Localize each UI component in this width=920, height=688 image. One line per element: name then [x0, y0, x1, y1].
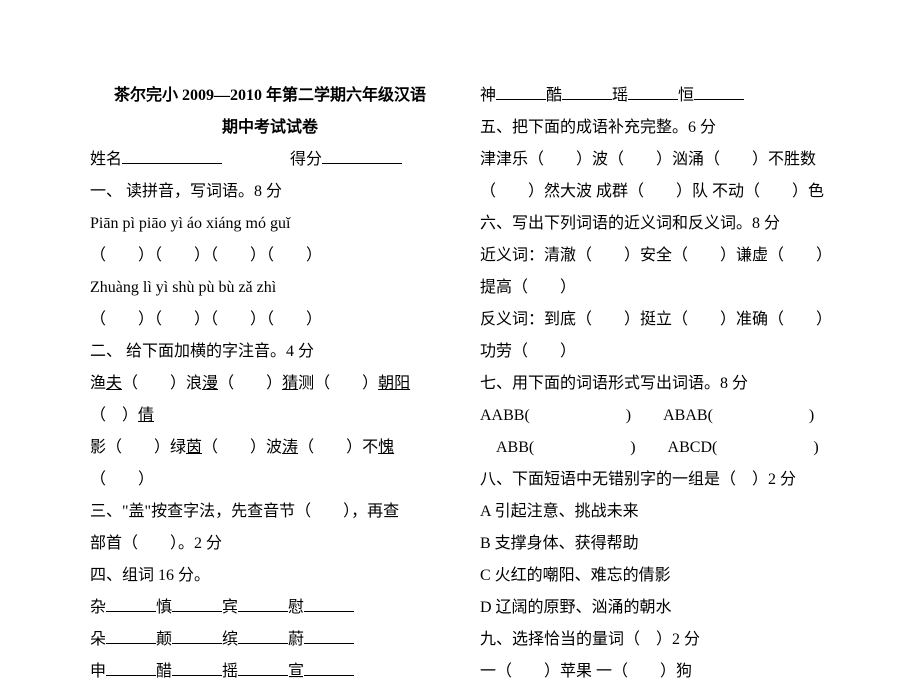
pinyin-row-2: Zhuàng lì yì shù pù bù zǎ zhì — [90, 272, 450, 304]
score-blank[interactable] — [322, 146, 402, 164]
b[interactable] — [238, 594, 288, 612]
b[interactable] — [172, 626, 222, 644]
b[interactable] — [304, 594, 354, 612]
c: 恒 — [678, 87, 694, 104]
u: 夫 — [106, 375, 122, 392]
t: （ ） — [218, 375, 282, 392]
t: 渔 — [90, 375, 106, 392]
q8-opt-c: C 火红的嘲阳、难忘的倩影 — [480, 560, 840, 592]
b[interactable] — [496, 82, 546, 100]
u: 茵 — [186, 439, 202, 456]
q6-line-2: 反义词：到底（ ）挺立（ ）准确（ ）功劳（ ） — [480, 304, 840, 368]
q6-line-1: 近义词：清澈（ ）安全（ ）谦虚（ ）提高（ ） — [480, 240, 840, 304]
b[interactable] — [172, 594, 222, 612]
q4-row-1: 杂慎宾慰 — [90, 592, 450, 624]
t: 测（ ） — [298, 375, 378, 392]
c: 慰 — [288, 599, 304, 616]
q7-line-2: ABB( ) ABCD( ) — [480, 432, 840, 464]
q7-heading: 七、用下面的词语形式写出词语。8 分 — [480, 368, 840, 400]
t: （ ）不 — [298, 439, 378, 456]
b[interactable] — [238, 626, 288, 644]
b[interactable] — [562, 82, 612, 100]
q5-line-1: 津津乐（ ）波（ ）汹涌（ ）不胜数 — [480, 144, 840, 176]
name-score-row: 姓名 得分 — [90, 144, 450, 176]
b[interactable] — [304, 626, 354, 644]
q8-opt-b: B 支撑身体、获得帮助 — [480, 528, 840, 560]
t: （ ） — [90, 407, 138, 424]
right-column: 神 酷 瑶 恒 五、把下面的成语补充完整。6 分 津津乐（ ）波（ ）汹涌（ ）不胜数… — [480, 80, 840, 688]
t: （ ） — [90, 471, 154, 488]
left-column: 茶尔完小 2009—2010 年第二学期六年级汉语 期中考试试卷 姓名 得分 一… — [90, 80, 450, 688]
c: 宣 — [288, 663, 304, 680]
b[interactable] — [304, 658, 354, 676]
c: 神 — [480, 87, 496, 104]
q3-line-a: 三、"盖"按查字法，先查音节（ ），再查 — [90, 496, 450, 528]
b[interactable] — [106, 626, 156, 644]
q9-line-1: 一（ ）苹果 一（ ）狗 — [480, 656, 840, 688]
q3-line-b: 部首（ ）。2 分 — [90, 528, 450, 560]
c: 瑶 — [612, 87, 628, 104]
q6-heading: 六、写出下列词语的近义词和反义词。8 分 — [480, 208, 840, 240]
u: 涛 — [282, 439, 298, 456]
q7-line-1: AABB( ) ABAB( ) — [480, 400, 840, 432]
b[interactable] — [106, 594, 156, 612]
c: 申 — [90, 663, 106, 680]
pinyin-row-1: Piān pì piāo yì áo xiáng mó guǐ — [90, 208, 450, 240]
u: 朝阳 — [378, 375, 410, 392]
c: 朵 — [90, 631, 106, 648]
t: （ ）波 — [202, 439, 282, 456]
c: 缤 — [222, 631, 238, 648]
q4-row-3: 申醋摇宣 — [90, 656, 450, 688]
u: 漫 — [202, 375, 218, 392]
b[interactable] — [628, 82, 678, 100]
b[interactable] — [172, 658, 222, 676]
q2-heading: 二、 给下面加横的字注音。4 分 — [90, 336, 450, 368]
q4-row-2: 朵颠缤蔚 — [90, 624, 450, 656]
q1-heading: 一、 读拼音，写词语。8 分 — [90, 176, 450, 208]
c: 宾 — [222, 599, 238, 616]
b[interactable] — [106, 658, 156, 676]
q2-line-1: 渔夫（ ）浪漫（ ）猜测（ ）朝阳（ ）倩 — [90, 368, 450, 432]
b[interactable] — [694, 82, 744, 100]
u: 猜 — [282, 375, 298, 392]
q5-heading: 五、把下面的成语补充完整。6 分 — [480, 112, 840, 144]
c: 醋 — [156, 663, 172, 680]
c: 蔚 — [288, 631, 304, 648]
paren-row-2[interactable]: （ ）（ ）（ ）（ ） — [90, 304, 450, 336]
c: 慎 — [156, 599, 172, 616]
name-label: 姓名 — [90, 151, 122, 168]
q8-opt-d: D 辽阔的原野、汹涌的朝水 — [480, 592, 840, 624]
q8-heading: 八、下面短语中无错别字的一组是（ ）2 分 — [480, 464, 840, 496]
name-blank[interactable] — [122, 146, 222, 164]
u: 倩 — [138, 407, 154, 424]
exam-title-1: 茶尔完小 2009—2010 年第二学期六年级汉语 — [90, 80, 450, 112]
t: （ ）浪 — [122, 375, 202, 392]
q5-line-2: （ ）然大波 成群（ ）队 不动（ ）色 — [480, 176, 840, 208]
u: 愧 — [378, 439, 394, 456]
c: 酷 — [546, 87, 562, 104]
c: 摇 — [222, 663, 238, 680]
paren-row-1[interactable]: （ ）（ ）（ ）（ ） — [90, 240, 450, 272]
q8-opt-a: A 引起注意、挑战未来 — [480, 496, 840, 528]
q2-line-2: 影（ ）绿茵（ ）波涛（ ）不愧 （ ） — [90, 432, 450, 496]
c: 杂 — [90, 599, 106, 616]
q4-heading: 四、组词 16 分。 — [90, 560, 450, 592]
c: 颠 — [156, 631, 172, 648]
q9-heading: 九、选择恰当的量词（ ）2 分 — [480, 624, 840, 656]
t: 影（ ）绿 — [90, 439, 186, 456]
b[interactable] — [238, 658, 288, 676]
exam-title-2: 期中考试试卷 — [90, 112, 450, 144]
score-label: 得分 — [290, 151, 322, 168]
q4-row-4: 神酷瑶恒 — [480, 80, 840, 112]
